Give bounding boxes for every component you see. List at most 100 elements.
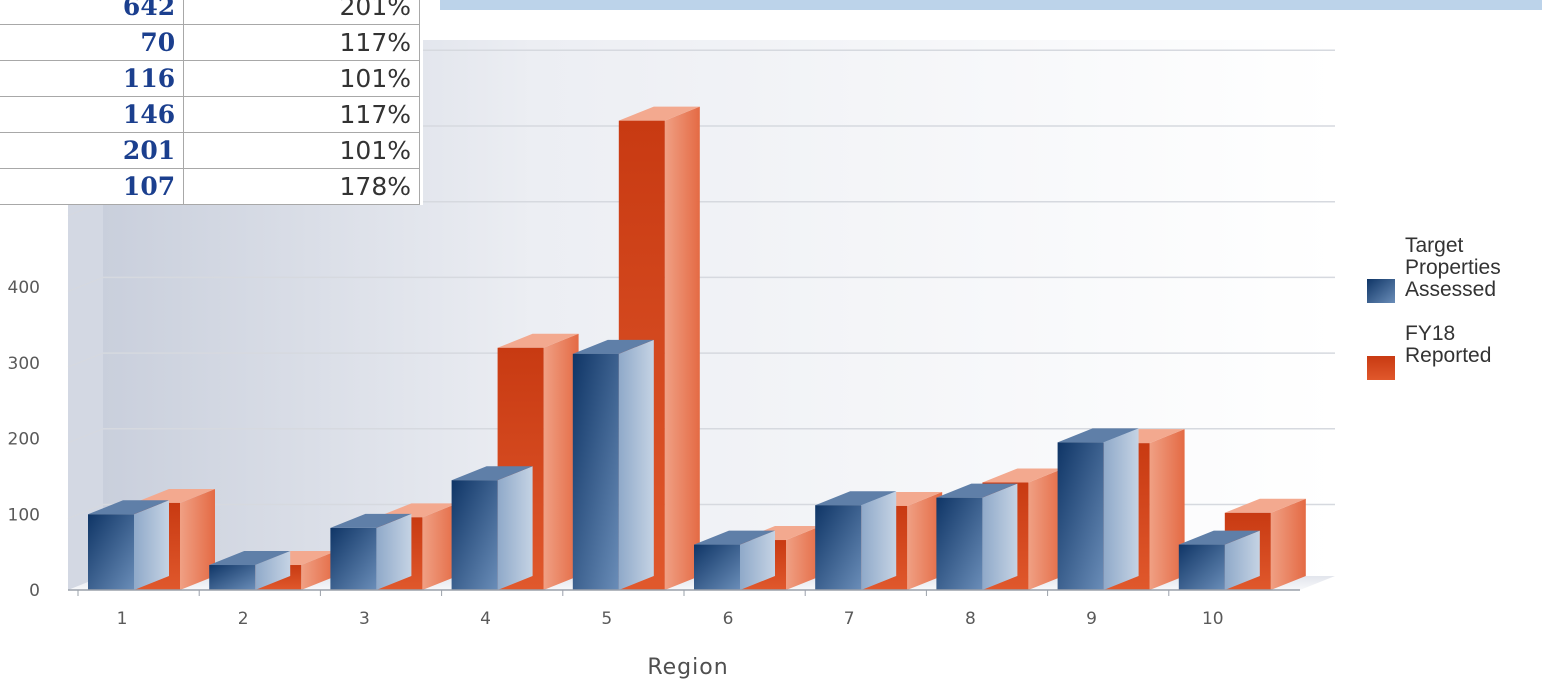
bar-target xyxy=(936,483,1018,590)
table-cell-count: 642 xyxy=(0,0,185,25)
bar-top xyxy=(497,333,579,348)
x-tick-label: 1 xyxy=(117,609,128,629)
x-tick-label: 6 xyxy=(723,609,734,629)
bar-side xyxy=(497,466,533,590)
bar-top xyxy=(694,530,775,545)
bar-side xyxy=(255,551,291,590)
bar-top xyxy=(330,513,412,528)
bar-top xyxy=(1057,428,1139,443)
bar-target xyxy=(1057,428,1139,590)
bar-front xyxy=(330,527,377,590)
table-row: 642 201% xyxy=(0,0,420,25)
table-cell-count: 70 xyxy=(0,24,185,61)
bar-top xyxy=(376,503,458,518)
y-tick-label: 300 xyxy=(8,354,40,374)
bar-top xyxy=(209,551,291,566)
legend-label: Assessed xyxy=(1405,278,1496,301)
x-tick-label: 10 xyxy=(1202,609,1224,629)
header-band xyxy=(440,0,1542,10)
legend-label: Reported xyxy=(1405,344,1491,367)
bar-top xyxy=(1178,530,1260,545)
legend-label: Properties xyxy=(1405,256,1501,279)
bar-front xyxy=(1178,544,1225,590)
x-tick-label: 4 xyxy=(480,609,491,629)
y-tick-label: 100 xyxy=(8,505,40,525)
bar-target xyxy=(330,513,412,590)
x-tick-label: 2 xyxy=(238,609,249,629)
bar-side xyxy=(1224,530,1260,590)
legend-label: FY18 xyxy=(1405,322,1455,345)
bar-top xyxy=(451,466,533,481)
bar-front xyxy=(451,480,498,590)
x-tick-label: 3 xyxy=(359,609,370,629)
bar-front xyxy=(572,353,619,590)
bar-top xyxy=(936,483,1018,498)
bar-side xyxy=(422,503,458,590)
bar-front xyxy=(694,544,740,590)
bar-target xyxy=(451,466,533,590)
bar-top xyxy=(982,468,1064,483)
bar-top xyxy=(815,491,897,506)
table-row: 146 117% xyxy=(0,96,420,133)
table-cell-percent: 117% xyxy=(183,24,420,61)
bar-side xyxy=(543,333,579,590)
bar-side xyxy=(180,488,215,590)
gridline xyxy=(67,428,104,444)
table-cell-count: 201 xyxy=(0,132,185,169)
gridline xyxy=(67,352,104,368)
bar-front xyxy=(88,514,134,590)
bar-side xyxy=(861,491,897,590)
bar-front xyxy=(936,497,983,590)
table-cell-percent: 201% xyxy=(183,0,420,25)
y-tick-label: 0 xyxy=(29,581,40,601)
bar-side xyxy=(134,500,169,590)
bar-target xyxy=(209,551,291,590)
bar-top xyxy=(1224,498,1306,513)
table-cell-count: 107 xyxy=(0,168,185,205)
bar-top xyxy=(134,488,215,503)
legend-label: Target xyxy=(1405,234,1464,257)
table-row: 107 178% xyxy=(0,168,420,205)
table-cell-percent: 117% xyxy=(183,96,420,133)
bar-target xyxy=(88,500,169,590)
x-tick-label: 5 xyxy=(601,609,612,629)
table-cell-percent: 101% xyxy=(183,132,420,169)
bar-target xyxy=(815,491,897,590)
bar-front xyxy=(1057,442,1104,590)
table-row: 201 101% xyxy=(0,132,420,169)
bar-top xyxy=(572,339,654,354)
bar-side xyxy=(301,551,337,590)
x-tick-label: 9 xyxy=(1086,609,1097,629)
summary-table: 642 201% 70 117% 116 101% 146 117% 201 101% 107 178… xyxy=(0,0,423,205)
bar-side xyxy=(664,106,700,590)
bar-side xyxy=(1149,429,1185,590)
x-tick-label: 8 xyxy=(965,609,976,629)
bar-front xyxy=(209,565,256,590)
legend-swatch-target xyxy=(1367,279,1395,303)
x-axis-title: Region xyxy=(647,655,728,680)
bar-side xyxy=(1103,428,1139,590)
table-cell-count: 146 xyxy=(0,96,185,133)
bar-front xyxy=(815,505,862,590)
bar-top xyxy=(618,106,700,121)
bar-side xyxy=(618,339,654,590)
table-cell-percent: 101% xyxy=(183,60,420,97)
y-tick-label: 200 xyxy=(8,430,40,450)
bar-side xyxy=(1270,498,1306,590)
bar-top xyxy=(88,500,169,515)
table-cell-percent: 178% xyxy=(183,168,420,205)
gridline xyxy=(67,276,104,292)
bar-side xyxy=(982,483,1018,590)
bar-side xyxy=(907,491,943,590)
table-row: 116 101% xyxy=(0,60,420,97)
bar-target xyxy=(572,339,654,590)
bar-target xyxy=(1178,530,1260,590)
table-cell-count: 116 xyxy=(0,60,185,97)
bar-side xyxy=(786,526,821,590)
table-row: 70 117% xyxy=(0,24,420,61)
gridline xyxy=(67,504,104,519)
y-tick-label: 400 xyxy=(8,278,40,298)
legend-swatch-reported xyxy=(1367,356,1395,380)
bar-side xyxy=(376,513,412,590)
bar-side xyxy=(1028,468,1064,590)
